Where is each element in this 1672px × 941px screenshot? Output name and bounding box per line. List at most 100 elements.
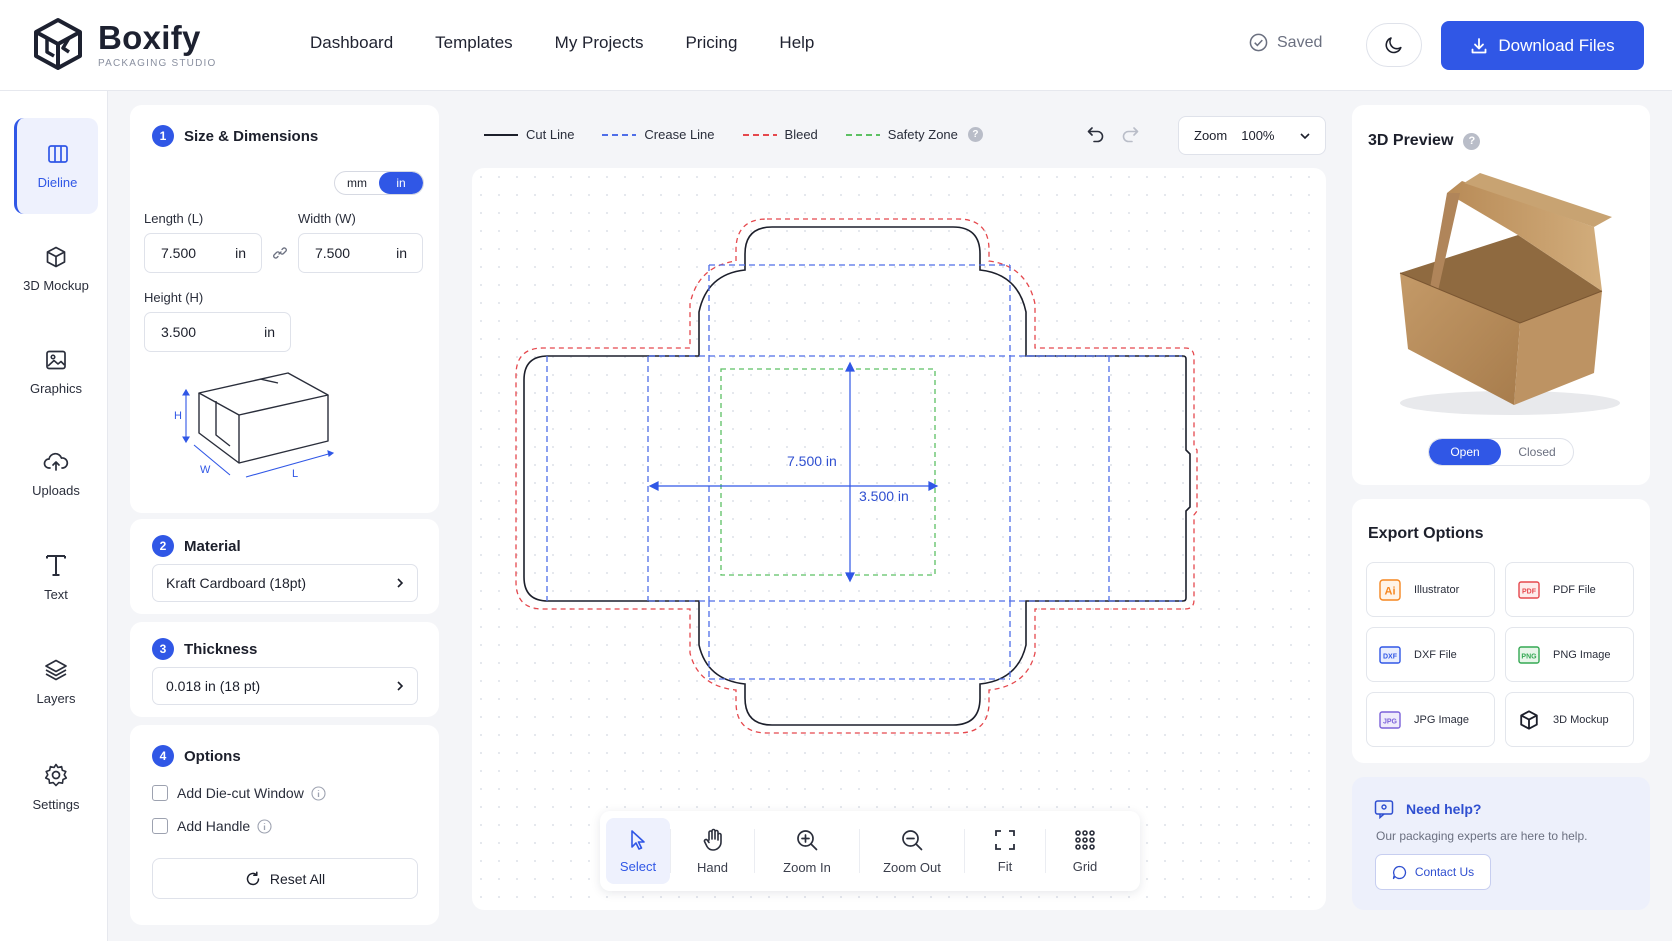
3d-box-preview[interactable] xyxy=(1380,173,1620,423)
rail-item-settings[interactable]: Settings xyxy=(14,739,98,835)
image-icon xyxy=(46,350,66,370)
width-label: Width (W) xyxy=(298,211,356,226)
brand-logo[interactable]: Boxify PACKAGING STUDIO xyxy=(30,16,216,72)
chevron-right-icon xyxy=(397,681,404,691)
png-file-icon: PNG xyxy=(1518,645,1540,664)
contact-us-button[interactable]: Contact Us xyxy=(1375,854,1491,890)
dieline-icon xyxy=(47,145,68,163)
download-files-button[interactable]: Download Files xyxy=(1441,21,1644,70)
layers-icon xyxy=(45,659,67,681)
help-question-icon[interactable]: ? xyxy=(1463,132,1481,150)
export-options-card: Export Options Ai Illustrator PDF PDF Fi… xyxy=(1352,499,1650,763)
export-label: DXF File xyxy=(1414,648,1457,661)
dxf-badge: DXF xyxy=(1383,653,1398,660)
export-jpg-button[interactable]: JPG JPG Image xyxy=(1366,692,1495,747)
dashed-line-swatch xyxy=(742,133,777,136)
zoom-in-icon xyxy=(797,829,818,850)
export-png-button[interactable]: PNG PNG Image xyxy=(1505,627,1634,682)
legend-crease-line: Crease Line xyxy=(602,127,715,142)
material-card: 2 Material Kraft Cardboard (18pt) xyxy=(130,519,439,614)
unit-option-mm[interactable]: mm xyxy=(347,176,367,190)
zoom-out-icon xyxy=(902,829,923,850)
state-open[interactable]: Open xyxy=(1429,439,1501,465)
box-dimension-diagram: H W L xyxy=(174,372,335,480)
dieline-canvas[interactable]: 7.500 in 3.500 in xyxy=(472,168,1326,910)
box-logo-icon xyxy=(34,18,82,70)
option-label: Add Die-cut Window xyxy=(177,785,304,801)
link-dimensions-icon[interactable] xyxy=(273,246,287,260)
toolbar-divider xyxy=(964,829,965,873)
thickness-select[interactable]: 0.018 in (18 pt) xyxy=(152,667,418,705)
export-label: Illustrator xyxy=(1414,583,1460,596)
rail-item-3d-mockup[interactable]: 3D Mockup xyxy=(14,221,98,317)
tool-rail: Dieline 3D Mockup Graphics Uploads Text … xyxy=(0,91,108,941)
export-dxf-button[interactable]: DXF DXF File xyxy=(1366,627,1495,682)
add-handle-checkbox[interactable] xyxy=(152,818,168,834)
preview-title: 3D Preview xyxy=(1368,132,1454,149)
export-label: JPG Image xyxy=(1414,713,1470,726)
tool-label: Grid xyxy=(1072,858,1098,874)
hand-icon xyxy=(703,828,722,851)
length-input[interactable]: 7.500 in xyxy=(144,233,262,273)
tool-label: Fit xyxy=(997,858,1013,874)
legend-safety-zone: Safety Zone ? xyxy=(845,127,983,142)
export-illustrator-button[interactable]: Ai Illustrator xyxy=(1366,562,1495,617)
help-question-icon[interactable]: ? xyxy=(967,127,983,142)
save-status-label: Saved xyxy=(1277,33,1323,51)
app-header: Boxify PACKAGING STUDIO Dashboard Templa… xyxy=(0,0,1672,91)
undo-icon[interactable] xyxy=(1086,124,1106,144)
nav-dashboard[interactable]: Dashboard xyxy=(310,33,394,52)
legend-label: Crease Line xyxy=(644,127,715,142)
rail-item-dieline[interactable]: Dieline xyxy=(14,118,98,214)
brand-subtitle: PACKAGING STUDIO xyxy=(98,57,217,69)
tool-hand[interactable]: Hand xyxy=(671,818,754,884)
material-select[interactable]: Kraft Cardboard (18pt) xyxy=(152,564,418,602)
rail-item-uploads[interactable]: Uploads xyxy=(14,426,98,522)
thickness-card: 3 Thickness 0.018 in (18 pt) xyxy=(130,622,439,717)
die-cut-window-checkbox[interactable] xyxy=(152,785,168,801)
tool-select[interactable]: Select xyxy=(606,818,670,884)
theme-toggle-button[interactable] xyxy=(1366,23,1422,67)
width-input[interactable]: 7.500 in xyxy=(298,233,423,273)
option-add-handle[interactable]: Add Handle xyxy=(152,818,272,834)
grid-icon xyxy=(1075,829,1095,850)
png-badge: PNG xyxy=(1521,653,1537,660)
rail-item-text[interactable]: Text xyxy=(14,529,98,625)
nav-templates[interactable]: Templates xyxy=(435,33,513,52)
state-closed[interactable]: Closed xyxy=(1518,445,1556,459)
rail-item-graphics[interactable]: Graphics xyxy=(14,324,98,420)
size-dimensions-card: 1 Size & Dimensions mm in Length (L) 7.5… xyxy=(130,105,439,513)
toolbar-divider xyxy=(670,829,671,873)
reset-all-button[interactable]: Reset All xyxy=(152,858,418,899)
rail-item-layers[interactable]: Layers xyxy=(14,634,98,730)
info-icon[interactable] xyxy=(257,818,272,834)
export-pdf-button[interactable]: PDF PDF File xyxy=(1505,562,1634,617)
length-label: Length (L) xyxy=(144,211,204,226)
redo-icon[interactable] xyxy=(1120,124,1140,144)
help-card: Need help? Our packaging experts are her… xyxy=(1352,777,1650,910)
zoom-select[interactable]: Zoom 100% xyxy=(1178,116,1326,155)
step-number: 2 xyxy=(152,535,174,557)
step-number: 3 xyxy=(152,638,174,660)
tool-zoom-in[interactable]: Zoom In xyxy=(755,818,859,884)
info-icon[interactable] xyxy=(311,785,326,801)
legend-label: Safety Zone xyxy=(887,127,958,142)
height-input[interactable]: 3.500 in xyxy=(144,312,291,352)
save-status: Saved xyxy=(1249,33,1322,52)
tool-grid[interactable]: Grid xyxy=(1046,818,1124,884)
jpg-file-icon: JPG xyxy=(1379,710,1401,729)
export-3d-mockup-button[interactable]: 3D Mockup xyxy=(1505,692,1634,747)
tool-label: Select xyxy=(619,858,657,874)
option-die-cut-window[interactable]: Add Die-cut Window xyxy=(152,785,326,801)
tool-label: Zoom In xyxy=(783,859,831,875)
jpg-badge: JPG xyxy=(1383,718,1398,725)
toolbar-divider xyxy=(859,829,860,873)
nav-my-projects[interactable]: My Projects xyxy=(554,33,644,52)
rail-item-label: Dieline xyxy=(37,175,78,190)
tool-fit[interactable]: Fit xyxy=(965,818,1045,884)
unit-option-in[interactable]: in xyxy=(379,172,423,194)
toolbar-divider xyxy=(754,829,755,873)
nav-help[interactable]: Help xyxy=(779,33,815,52)
tool-zoom-out[interactable]: Zoom Out xyxy=(860,818,964,884)
nav-pricing[interactable]: Pricing xyxy=(685,33,738,52)
